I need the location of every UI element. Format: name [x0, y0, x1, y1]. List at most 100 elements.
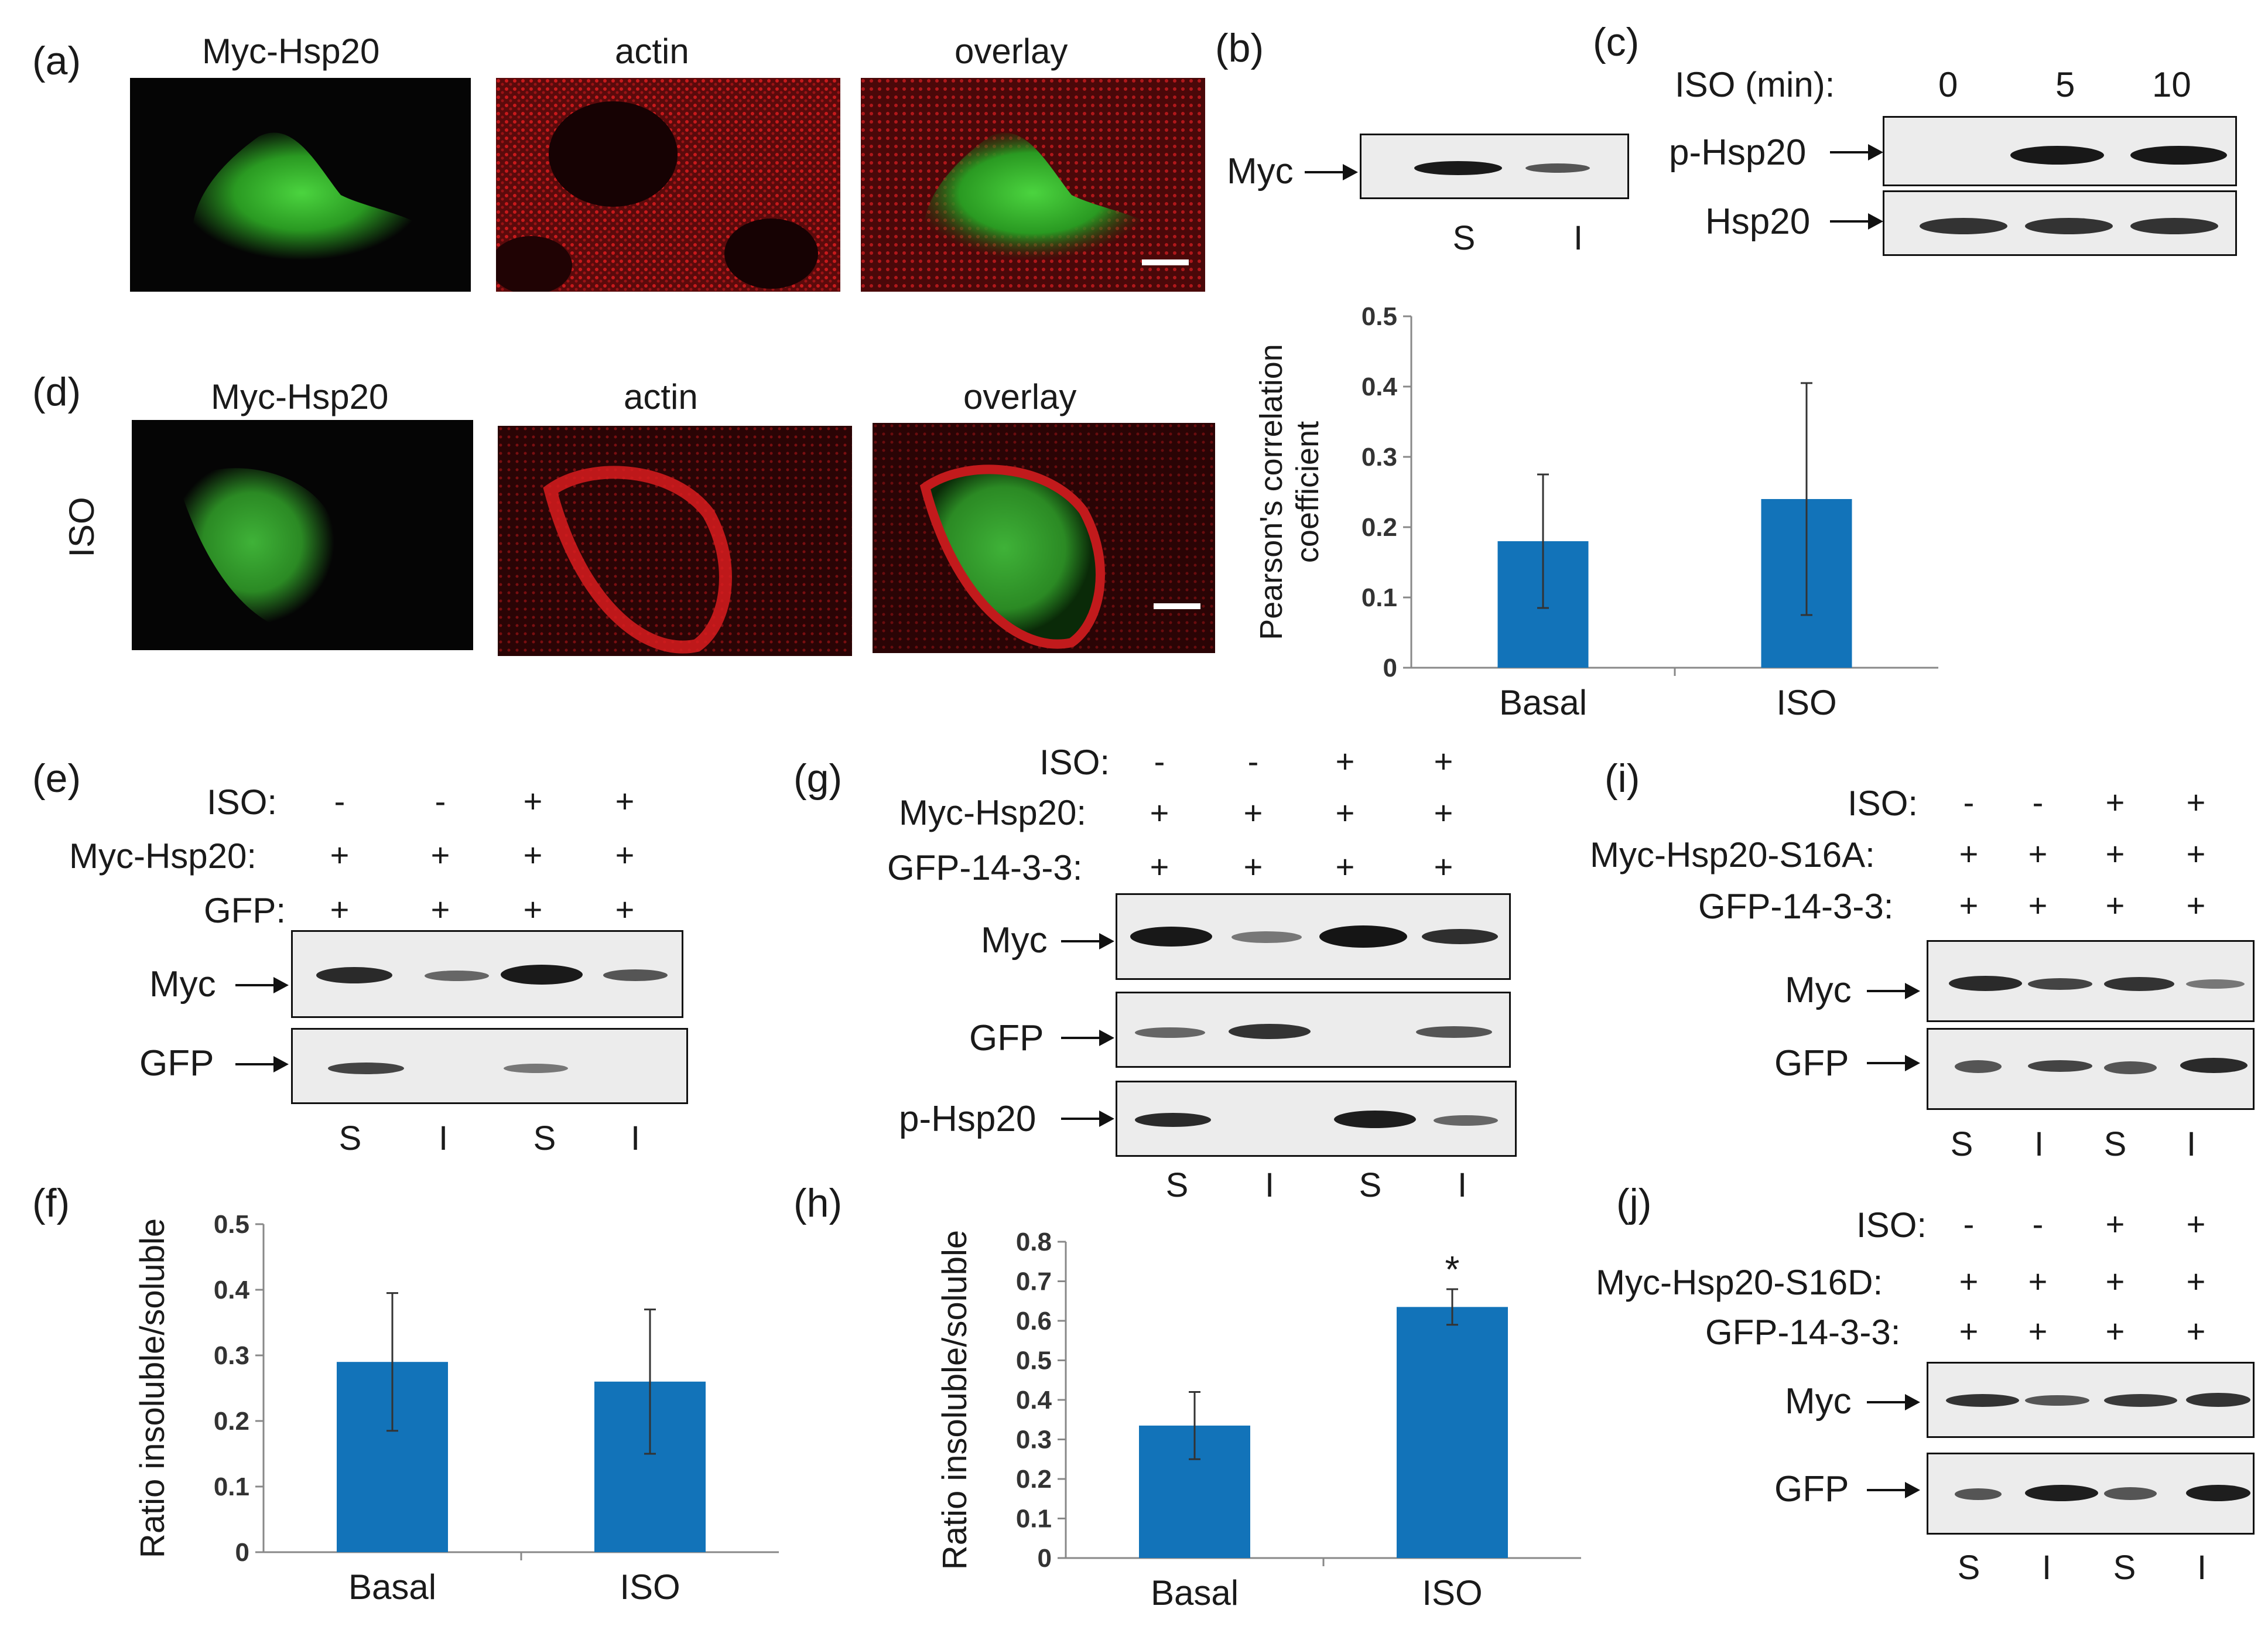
lane-label: S	[1452, 219, 1476, 257]
lane-label: I	[630, 1119, 641, 1157]
arrow-icon	[1830, 213, 1883, 230]
sign: +	[1335, 743, 1355, 780]
arrow-icon	[1867, 1482, 1920, 1498]
blot-j-label-gfp: GFP	[1774, 1469, 1849, 1509]
panel-d-title-1: Myc-Hsp20	[211, 377, 389, 416]
panel-d-side-label: ISO	[62, 497, 101, 558]
sign: +	[1434, 794, 1453, 831]
blot-g-phsp20	[1116, 1081, 1517, 1157]
sign: +	[1150, 794, 1169, 831]
sign: +	[430, 836, 450, 873]
y-tick-label: 0	[1383, 654, 1397, 682]
blot-i-label-gfp: GFP	[1774, 1043, 1849, 1084]
arrow-icon	[1830, 144, 1883, 160]
sign: +	[523, 891, 543, 928]
y-tick-label: 0.6	[1016, 1307, 1052, 1335]
arrow-icon	[1061, 1111, 1114, 1127]
y-axis-label: Pearson's correlation	[1254, 344, 1289, 640]
y-tick-label: 0	[1038, 1544, 1052, 1573]
arrow-icon	[1867, 983, 1920, 999]
category-label: Basal	[1499, 683, 1587, 722]
micrograph-myc-hsp20-iso	[132, 420, 473, 650]
sign: -	[1963, 1205, 1975, 1242]
significance-star: *	[1445, 1248, 1460, 1290]
y-tick-label: 0.1	[1362, 583, 1397, 612]
sign: -	[1247, 743, 1259, 780]
panel-d-title-3: overlay	[963, 377, 1077, 416]
sign: +	[2105, 1263, 2125, 1300]
blot-e-myc	[291, 930, 683, 1018]
y-tick-label: 0.5	[1362, 302, 1397, 331]
blot-g-label-gfp: GFP	[969, 1018, 1044, 1058]
y-axis-label: Ratio insoluble/soluble	[936, 1230, 974, 1570]
panel-h-letter: (h)	[793, 1181, 843, 1225]
iso-time-header: ISO (min):	[1675, 65, 1835, 104]
chart-pearson-coefficient: 0 0.1 0.2 0.3 0.4 0.5 Basal ISO Pearson's correl…	[1254, 302, 1938, 722]
arrow-icon	[1061, 1030, 1114, 1046]
blot-b-myc	[1360, 134, 1629, 199]
panel-c-letter: (c)	[1593, 20, 1640, 64]
arrow-icon	[1061, 933, 1114, 949]
sign: +	[430, 891, 450, 928]
panel-a-title-2: actin	[615, 32, 689, 71]
sign: +	[330, 836, 350, 873]
sign: +	[615, 836, 635, 873]
panel-j-letter: (j)	[1616, 1181, 1652, 1225]
y-tick-label: 0.4	[1362, 373, 1398, 401]
sign: +	[2028, 835, 2048, 872]
sign: +	[1335, 794, 1355, 831]
blot-g-myc	[1116, 893, 1511, 980]
panel-b-letter: (b)	[1215, 26, 1264, 70]
category-label: Basal	[1151, 1573, 1239, 1612]
lane-label: I	[2034, 1125, 2044, 1163]
blot-j-label-myc: Myc	[1785, 1381, 1852, 1422]
arrow-icon	[1305, 164, 1358, 180]
cond-i-myc: Myc-Hsp20-S16A:	[1590, 835, 1875, 874]
category-label: ISO	[1422, 1573, 1482, 1612]
y-tick-label: 0.3	[1016, 1426, 1052, 1454]
sign: +	[1243, 794, 1263, 831]
sign: -	[334, 783, 345, 819]
y-tick-label: 0.3	[214, 1341, 249, 1370]
arrow-icon	[1867, 1394, 1920, 1410]
y-tick-label: 0.1	[1016, 1505, 1052, 1533]
lane-label: I	[438, 1119, 449, 1157]
sign: +	[1959, 1313, 1979, 1350]
sign: +	[330, 891, 350, 928]
bar	[1397, 1307, 1508, 1558]
sign: +	[2186, 887, 2206, 924]
arrow-icon	[1867, 1055, 1920, 1071]
category-label: ISO	[620, 1567, 680, 1607]
sign: +	[2028, 1313, 2048, 1350]
sign: +	[523, 783, 543, 819]
cond-e-gfp: GFP:	[204, 891, 286, 930]
y-tick-label: 0.2	[214, 1407, 249, 1436]
blot-c-hsp20	[1883, 190, 2237, 256]
y-tick-label: 0.4	[1016, 1386, 1052, 1415]
sign: +	[2105, 887, 2125, 924]
sign: +	[1243, 848, 1263, 885]
cond-e-iso: ISO:	[207, 783, 278, 822]
y-tick-label: 0	[235, 1538, 249, 1567]
y-tick-label: 0.2	[1016, 1465, 1052, 1494]
panel-g-letter: (g)	[793, 756, 843, 801]
cond-i-gfp: GFP-14-3-3:	[1698, 887, 1894, 926]
lane-label: I	[2186, 1125, 2197, 1163]
micrograph-myc-hsp20-basal	[130, 78, 471, 292]
sign: +	[1959, 887, 1979, 924]
blot-e-gfp	[291, 1028, 688, 1104]
sign: -	[435, 783, 446, 819]
sign: +	[2186, 1313, 2206, 1350]
cond-g-gfp: GFP-14-3-3:	[887, 848, 1083, 887]
cond-i-iso: ISO:	[1848, 784, 1918, 823]
chart-ratio-insoluble-soluble-f: 0 0.1 0.2 0.3 0.4 0.5 Basal ISO Ratio insoluble/…	[134, 1210, 779, 1607]
blot-e-label-myc: Myc	[149, 964, 216, 1005]
lane-label: I	[1457, 1166, 1467, 1204]
cond-g-iso: ISO:	[1039, 743, 1110, 782]
sign: +	[2105, 784, 2125, 821]
lane-label: S	[533, 1119, 556, 1157]
panel-d-letter: (d)	[32, 370, 81, 414]
sign: +	[2028, 1263, 2048, 1300]
panel-i-letter: (i)	[1605, 756, 1640, 801]
time-10: 10	[2152, 65, 2191, 104]
